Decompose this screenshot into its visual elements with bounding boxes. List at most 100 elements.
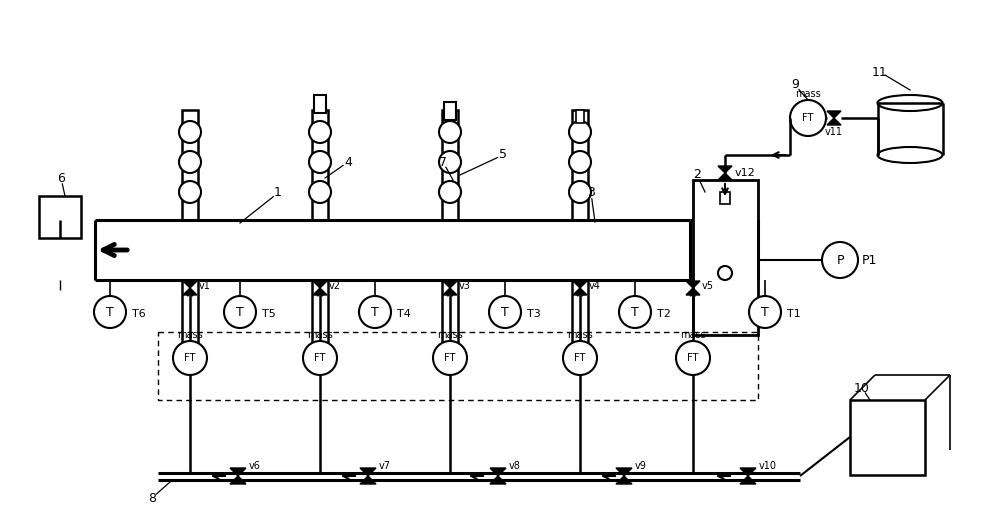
Text: 3: 3	[587, 187, 595, 200]
Text: 1: 1	[274, 187, 282, 200]
Text: T1: T1	[787, 309, 801, 319]
Circle shape	[749, 296, 781, 328]
Text: FT: FT	[184, 353, 196, 363]
Text: 10: 10	[854, 381, 870, 395]
Circle shape	[309, 121, 331, 143]
Polygon shape	[313, 288, 327, 295]
Polygon shape	[360, 468, 376, 476]
Text: 9: 9	[791, 79, 799, 92]
Text: v10: v10	[759, 461, 777, 471]
Polygon shape	[230, 476, 246, 484]
Circle shape	[439, 121, 461, 143]
Text: v5: v5	[702, 281, 714, 291]
Text: FT: FT	[314, 353, 326, 363]
Text: T: T	[106, 305, 114, 319]
Polygon shape	[740, 468, 756, 476]
Bar	[314, 95, 326, 113]
Circle shape	[439, 181, 461, 203]
Polygon shape	[183, 288, 197, 295]
Polygon shape	[573, 288, 587, 295]
Bar	[442, 110, 458, 220]
Bar	[850, 400, 925, 475]
Text: v6: v6	[249, 461, 261, 471]
Text: v7: v7	[379, 461, 391, 471]
Circle shape	[822, 242, 858, 278]
Text: P: P	[836, 254, 844, 267]
Circle shape	[94, 296, 126, 328]
Text: 2: 2	[693, 169, 701, 181]
Bar	[182, 280, 198, 345]
Polygon shape	[686, 288, 700, 295]
Bar	[158, 332, 758, 400]
Polygon shape	[718, 166, 732, 173]
Circle shape	[439, 151, 461, 173]
Polygon shape	[616, 468, 632, 476]
Polygon shape	[490, 468, 506, 476]
Circle shape	[173, 341, 207, 375]
Ellipse shape	[878, 95, 942, 111]
Polygon shape	[443, 288, 457, 295]
Circle shape	[309, 151, 331, 173]
Text: v9: v9	[635, 461, 647, 471]
Polygon shape	[616, 476, 632, 484]
Polygon shape	[313, 281, 327, 288]
Text: mass: mass	[307, 330, 333, 340]
Polygon shape	[360, 476, 376, 484]
Ellipse shape	[878, 147, 942, 163]
Text: 4: 4	[344, 156, 352, 169]
Text: v12: v12	[735, 168, 756, 178]
Circle shape	[569, 181, 591, 203]
Circle shape	[179, 151, 201, 173]
Circle shape	[619, 296, 651, 328]
Polygon shape	[686, 281, 700, 288]
Bar	[39, 196, 81, 238]
Text: FT: FT	[444, 353, 456, 363]
Circle shape	[489, 296, 521, 328]
Circle shape	[179, 121, 201, 143]
Bar	[572, 110, 588, 220]
Text: FT: FT	[802, 113, 814, 123]
Text: mass: mass	[177, 330, 203, 340]
Bar	[444, 102, 456, 120]
Bar	[693, 180, 758, 335]
Circle shape	[563, 341, 597, 375]
Bar	[720, 192, 730, 204]
Text: v2: v2	[329, 281, 341, 291]
Text: v8: v8	[509, 461, 521, 471]
Circle shape	[676, 341, 710, 375]
Text: 7: 7	[439, 156, 447, 169]
Circle shape	[309, 181, 331, 203]
Polygon shape	[573, 281, 587, 288]
Text: v1: v1	[199, 281, 211, 291]
Text: T3: T3	[527, 309, 541, 319]
Bar	[442, 280, 458, 345]
Text: T: T	[631, 305, 639, 319]
Text: 8: 8	[148, 492, 156, 505]
Bar	[572, 280, 588, 345]
Text: 6: 6	[57, 171, 65, 184]
Polygon shape	[443, 281, 457, 288]
Bar	[576, 110, 584, 123]
Circle shape	[569, 151, 591, 173]
Text: P1: P1	[862, 254, 877, 267]
Text: T: T	[501, 305, 509, 319]
Bar	[312, 110, 328, 220]
Text: T5: T5	[262, 309, 276, 319]
Text: T2: T2	[657, 309, 671, 319]
Bar	[182, 110, 198, 220]
Polygon shape	[230, 468, 246, 476]
Text: T: T	[761, 305, 769, 319]
Text: T6: T6	[132, 309, 146, 319]
Bar	[312, 280, 328, 345]
Circle shape	[303, 341, 337, 375]
Text: mass: mass	[795, 89, 821, 99]
Polygon shape	[740, 476, 756, 484]
Circle shape	[224, 296, 256, 328]
Circle shape	[569, 121, 591, 143]
Text: mass: mass	[567, 330, 593, 340]
Circle shape	[718, 266, 732, 280]
Text: v11: v11	[825, 127, 843, 137]
Polygon shape	[827, 111, 841, 118]
Polygon shape	[183, 281, 197, 288]
Text: T: T	[236, 305, 244, 319]
